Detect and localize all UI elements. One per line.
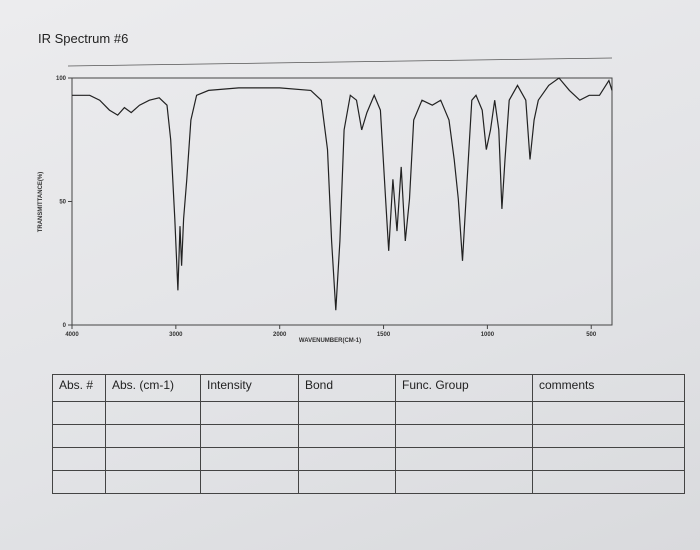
y-tick-label: 100	[56, 76, 67, 82]
ir-chart: TRANSMITTANCE(%) WAVENUMBER(CM-1) 0 50 100…	[38, 57, 613, 344]
header-cell: Abs. (cm-1)	[105, 374, 201, 402]
x-axis-label: WAVENUMBER(CM-1)	[299, 338, 361, 344]
plot-frame	[71, 77, 613, 326]
y-axis-label: TRANSMITTANCE(%)	[38, 172, 44, 233]
header-row: Abs. # Abs. (cm-1) Intensity Bond Func. …	[52, 374, 685, 402]
x-tick-label: 500	[586, 332, 597, 338]
x-tick-label: 3000	[169, 332, 183, 338]
x-tick-label: 2000	[273, 332, 287, 338]
top-rule	[67, 57, 613, 67]
header-cell: Intensity	[200, 374, 299, 402]
answer-table: Abs. # Abs. (cm-1) Intensity Bond Func. …	[52, 374, 685, 494]
y-tick-label: 50	[59, 200, 66, 206]
x-tick-label: 1000	[481, 332, 495, 338]
row	[52, 447, 685, 471]
x-tick-label: 4000	[65, 332, 79, 338]
document-title: IR Spectrum #6	[38, 31, 129, 46]
spectrum-line	[72, 77, 613, 311]
header-cell: comments	[532, 374, 685, 402]
row	[52, 424, 685, 448]
header-cell: Bond	[298, 374, 396, 402]
x-tick-label: 1500	[377, 332, 391, 338]
header-cell: Func. Group	[395, 374, 533, 402]
row	[52, 470, 685, 494]
header-cell: Abs. #	[52, 374, 106, 402]
y-tick-label: 0	[63, 323, 67, 329]
row	[52, 401, 685, 425]
